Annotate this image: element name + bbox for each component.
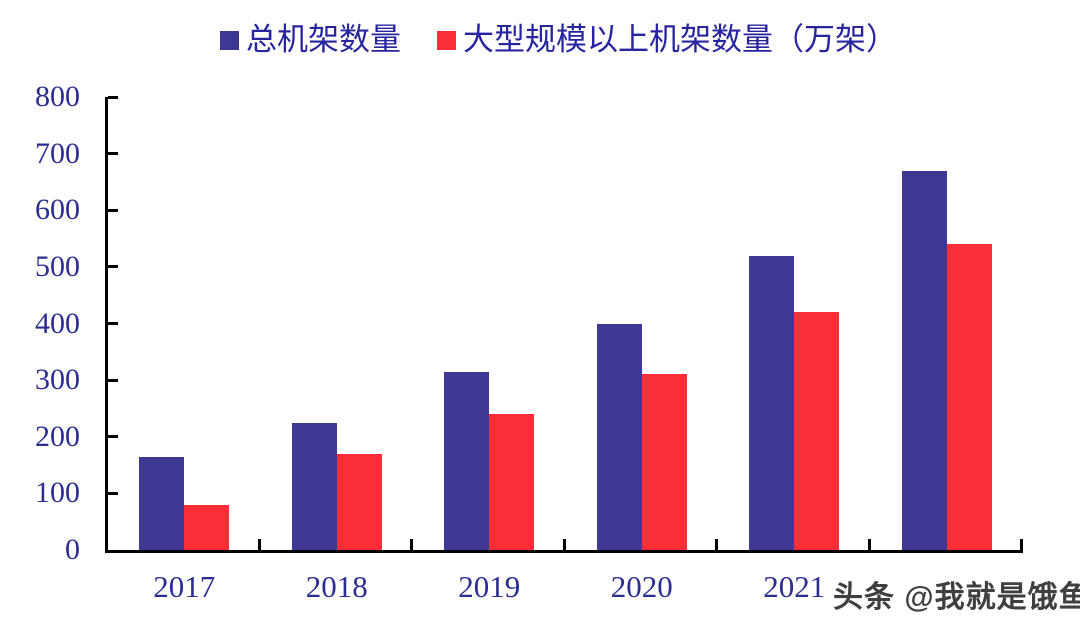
y-tick-100: [108, 491, 118, 495]
bar-total-racks-2017: [139, 456, 185, 550]
y-tick-label-300: 300: [35, 363, 80, 397]
x-tick-6: [1020, 539, 1023, 550]
legend-label-large-scale-racks: 大型规模以上机架数量（万架）: [463, 22, 897, 57]
y-tick-label-0: 0: [65, 533, 80, 566]
y-tick-600: [108, 208, 118, 212]
plot-area: [105, 95, 1023, 553]
watermark: 头条 @我就是饿鱼: [833, 581, 1080, 614]
x-tick-1: [257, 539, 261, 550]
bar-large-scale-racks-2017: [184, 504, 230, 550]
x-tick-label-2020: 2020: [610, 569, 673, 604]
y-tick-300: [108, 378, 118, 382]
x-tick-label-2019: 2019: [458, 569, 521, 604]
y-tick-label-500: 500: [35, 249, 80, 283]
legend-swatch-total-racks: [220, 30, 239, 50]
legend: 总机架数量 大型规模以上机架数量（万架）: [220, 22, 897, 58]
bar-total-racks-2021: [749, 255, 795, 550]
y-tick-500: [108, 265, 118, 269]
y-tick-label-600: 600: [35, 193, 80, 227]
y-tick-label-700: 700: [35, 136, 80, 170]
bar-large-scale-racks-5: [946, 244, 992, 550]
bar-large-scale-racks-2018: [336, 453, 382, 550]
y-tick-700: [108, 152, 118, 156]
y-tick-200: [108, 435, 118, 439]
y-tick-label-800: 800: [35, 80, 80, 113]
bar-large-scale-racks-2021: [794, 312, 840, 550]
bar-total-racks-5: [901, 170, 947, 550]
x-tick-2: [410, 539, 413, 550]
y-tick-label-100: 100: [35, 476, 80, 510]
y-tick-400: [108, 322, 118, 325]
bar-total-racks-2018: [291, 422, 337, 550]
bar-total-racks-2019: [444, 371, 490, 550]
y-tick-label-400: 400: [35, 306, 80, 340]
legend-item-total-racks: 总机架数量: [220, 22, 401, 58]
bar-large-scale-racks-2019: [489, 414, 535, 550]
x-tick-5: [867, 539, 871, 550]
x-tick-4: [715, 539, 718, 550]
x-tick-3: [562, 539, 566, 550]
legend-item-large-scale-racks: 大型规模以上机架数量（万架）: [437, 22, 897, 58]
legend-swatch-large-scale-racks: [437, 30, 456, 50]
bar-total-racks-2020: [596, 323, 642, 550]
y-tick-800: [108, 95, 118, 99]
x-tick-label-2021: 2021: [763, 569, 826, 604]
x-tick-label-2017: 2017: [153, 569, 216, 604]
bar-large-scale-racks-2020: [641, 374, 687, 550]
legend-label-total-racks: 总机架数量: [246, 22, 401, 57]
x-tick-label-2018: 2018: [305, 569, 368, 604]
y-tick-label-200: 200: [35, 419, 80, 453]
